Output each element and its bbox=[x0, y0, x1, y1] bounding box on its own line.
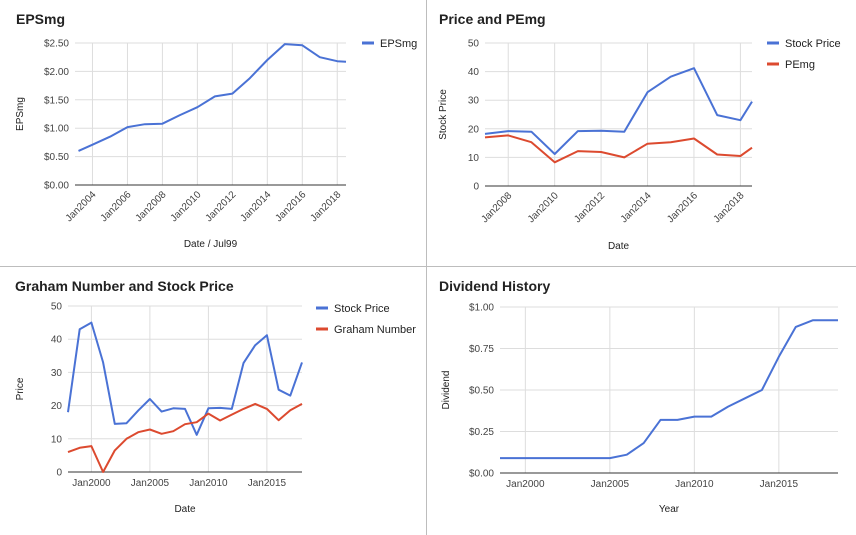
y-axis-title: Stock Price bbox=[438, 89, 449, 140]
y-tick-label: 20 bbox=[468, 124, 480, 135]
y-tick-label: $0.50 bbox=[469, 386, 494, 397]
graham-chart: Graham Number and Stock Price 0 10 20 30 40 50… bbox=[15, 278, 416, 515]
x-tick-label: Jan2008 bbox=[479, 190, 514, 225]
y-tick-label: $0.50 bbox=[44, 152, 69, 163]
x-tick-label: Jan2012 bbox=[572, 190, 607, 225]
stock-price-line bbox=[67, 321, 303, 436]
legend-label: PEmg bbox=[785, 59, 815, 71]
x-tick-label: Jan2005 bbox=[591, 479, 630, 490]
legend-label: Graham Number bbox=[334, 324, 416, 336]
y-tick-label: $0.00 bbox=[469, 469, 494, 480]
y-tick-label: 30 bbox=[468, 96, 480, 107]
series-line bbox=[500, 319, 838, 460]
y-tick-label: 40 bbox=[51, 335, 63, 346]
y-tick-label: 10 bbox=[51, 434, 63, 445]
x-tick-label: Jan2010 bbox=[675, 479, 714, 490]
stock-price-line bbox=[484, 67, 753, 155]
y-tick-label: 50 bbox=[51, 302, 63, 313]
chart-title: EPSmg bbox=[16, 11, 65, 27]
panel-divider-vertical bbox=[426, 0, 427, 535]
y-axis-title: EPSmg bbox=[15, 97, 26, 131]
x-axis-title: Date bbox=[608, 241, 630, 252]
pemg-line bbox=[484, 134, 753, 164]
legend-label: Stock Price bbox=[785, 38, 841, 50]
y-tick-label: $1.00 bbox=[469, 303, 494, 314]
legend-label: Stock Price bbox=[334, 303, 390, 315]
y-tick-label: $2.00 bbox=[44, 67, 69, 78]
chart-title: Price and PEmg bbox=[439, 11, 546, 27]
y-tick-label: $1.00 bbox=[44, 124, 69, 135]
y-tick-label: $0.75 bbox=[469, 344, 494, 355]
y-tick-label: 30 bbox=[51, 368, 63, 379]
chart-title: Dividend History bbox=[439, 278, 550, 294]
y-tick-label: $1.50 bbox=[44, 95, 69, 106]
y-axis-title: Price bbox=[15, 377, 26, 400]
graham-chart-panel: Graham Number and Stock Price 0 10 20 30 40 50… bbox=[0, 267, 426, 535]
x-tick-label: Jan2018 bbox=[712, 190, 747, 225]
x-tick-label: Jan2000 bbox=[506, 479, 545, 490]
price-pe-chart: Price and PEmg 0 10 20 30 40 50 Jan2008 Jan2010 J… bbox=[438, 11, 841, 252]
x-tick-label: Jan2014 bbox=[619, 190, 654, 225]
graham-number-line bbox=[67, 402, 303, 473]
x-tick-label: Jan2016 bbox=[273, 189, 308, 224]
y-tick-label: 10 bbox=[468, 153, 480, 164]
y-tick-label: 0 bbox=[473, 182, 479, 193]
x-tick-label: Jan2015 bbox=[760, 479, 799, 490]
dividend-chart: Dividend History $0.00 $0.25 $0.50 $0.75 $1.0… bbox=[439, 278, 838, 515]
y-tick-label: $0.25 bbox=[469, 427, 494, 438]
y-axis-title: Dividend bbox=[441, 371, 452, 410]
y-tick-label: $2.50 bbox=[44, 39, 69, 50]
y-tick-label: 50 bbox=[468, 39, 480, 50]
eps-chart: EPSmg $0.00 $0.50 $1.00 $1.50 $2.00 $2.50 Jan20… bbox=[15, 11, 417, 250]
x-tick-label: Jan2015 bbox=[248, 478, 287, 489]
legend-label: EPSmg bbox=[380, 38, 417, 50]
x-tick-label: Jan2014 bbox=[239, 189, 274, 224]
x-tick-label: Jan2010 bbox=[169, 189, 204, 224]
x-tick-label: Jan2004 bbox=[64, 189, 99, 224]
x-tick-label: Jan2018 bbox=[308, 189, 343, 224]
eps-chart-panel: EPSmg $0.00 $0.50 $1.00 $1.50 $2.00 $2.50 Jan20… bbox=[0, 0, 426, 266]
y-tick-label: 20 bbox=[51, 401, 63, 412]
x-tick-label: Jan2005 bbox=[131, 478, 170, 489]
dividend-chart-panel: Dividend History $0.00 $0.25 $0.50 $0.75 $1.0… bbox=[427, 267, 856, 535]
x-tick-label: Jan2000 bbox=[72, 478, 111, 489]
x-tick-label: Jan2016 bbox=[665, 190, 700, 225]
epsmg-line bbox=[78, 43, 347, 152]
x-tick-label: Jan2010 bbox=[526, 190, 561, 225]
y-tick-label: 0 bbox=[56, 468, 62, 479]
price-pe-chart-panel: Price and PEmg 0 10 20 30 40 50 Jan2008 Jan2010 J… bbox=[427, 0, 856, 266]
x-axis-title: Date / Jul99 bbox=[184, 239, 238, 250]
x-tick-label: Jan2010 bbox=[189, 478, 228, 489]
chart-title: Graham Number and Stock Price bbox=[15, 278, 234, 294]
x-tick-label: Jan2008 bbox=[134, 189, 169, 224]
y-tick-label: $0.00 bbox=[44, 181, 69, 192]
y-tick-label: 40 bbox=[468, 67, 480, 78]
x-tick-label: Jan2006 bbox=[99, 189, 134, 224]
x-axis-title: Date bbox=[174, 504, 196, 515]
x-tick-label: Jan2012 bbox=[204, 189, 239, 224]
x-axis-title: Year bbox=[659, 504, 680, 515]
panel-divider-horizontal bbox=[0, 266, 856, 267]
